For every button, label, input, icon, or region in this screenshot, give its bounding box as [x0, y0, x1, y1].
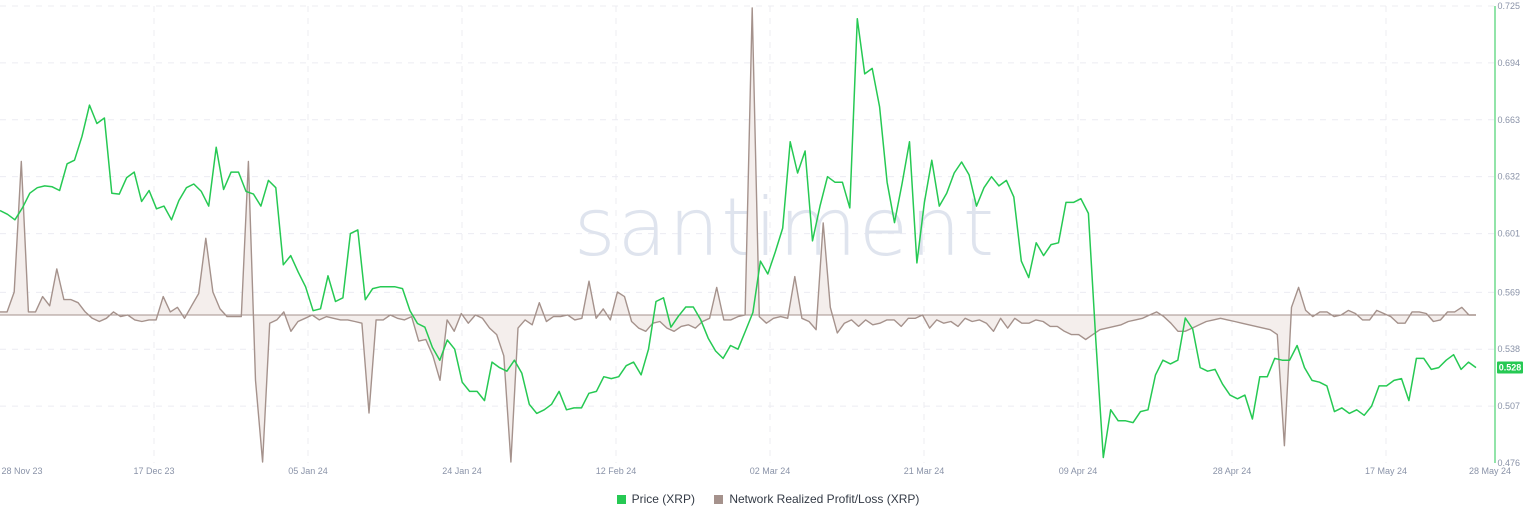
last-value-badge: 0.528 — [1497, 361, 1523, 374]
x-tick-label: 02 Mar 24 — [750, 466, 791, 476]
watermark-text: santiment — [574, 181, 996, 274]
x-tick-label: 05 Jan 24 — [288, 466, 328, 476]
x-tick-label: 24 Jan 24 — [442, 466, 482, 476]
price-line — [0, 18, 1477, 459]
pnl-series — [0, 7, 1476, 463]
legend: Price (XRP) Network Realized Profit/Loss… — [0, 492, 1536, 507]
x-tick-label: 21 Mar 24 — [904, 466, 945, 476]
y-tick-label: 0.694 — [1497, 58, 1520, 68]
y-tick-label: 0.476 — [1497, 458, 1520, 468]
x-tick-label: 28 Nov 23 — [1, 466, 42, 476]
y-tick-label: 0.601 — [1497, 229, 1520, 239]
pnl-area-fill — [0, 8, 1476, 462]
legend-item-pnl[interactable]: Network Realized Profit/Loss (XRP) — [714, 492, 919, 506]
pnl-line — [0, 7, 1476, 463]
x-tick-label: 09 Apr 24 — [1059, 466, 1098, 476]
y-tick-label: 0.663 — [1497, 115, 1520, 125]
pnl-swatch-icon — [714, 494, 724, 504]
x-tick-label: 28 May 24 — [1469, 466, 1511, 476]
y-tick-label: 0.507 — [1497, 401, 1520, 411]
x-tick-label: 12 Feb 24 — [596, 466, 637, 476]
price-series — [0, 18, 1477, 459]
y-tick-label: 0.538 — [1497, 344, 1520, 354]
y-tick-label: 0.569 — [1497, 287, 1520, 297]
legend-label-price: Price (XRP) — [631, 492, 695, 506]
price-swatch-icon — [616, 494, 626, 504]
y-tick-label: 0.632 — [1497, 172, 1520, 182]
last-value-badge-bg — [1497, 361, 1523, 374]
x-tick-label: 17 Dec 23 — [133, 466, 174, 476]
x-tick-label: 28 Apr 24 — [1213, 466, 1252, 476]
legend-item-price[interactable]: Price (XRP) — [616, 492, 695, 506]
y-tick-label: 0.725 — [1497, 1, 1520, 11]
last-value-badge-label: 0.528 — [1499, 363, 1522, 373]
legend-label-pnl: Network Realized Profit/Loss (XRP) — [729, 492, 920, 506]
axes: 0.476 0.507 0.538 0.569 0.601 0.632 0.663 0.694… — [1, 1, 1520, 476]
x-tick-label: 17 May 24 — [1365, 466, 1407, 476]
